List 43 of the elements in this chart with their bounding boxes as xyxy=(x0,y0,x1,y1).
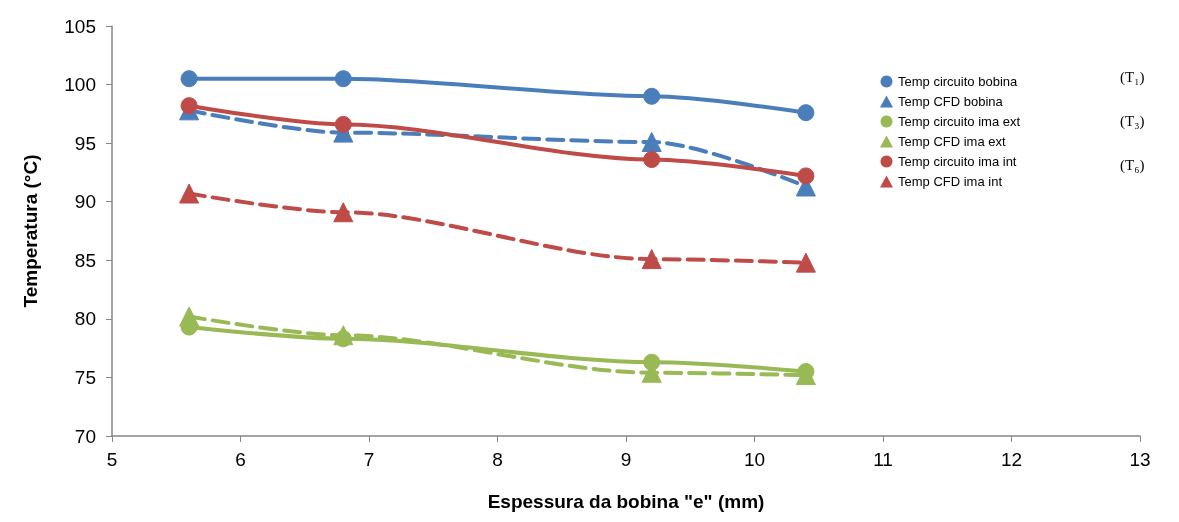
annotation: (T₁) xyxy=(1120,68,1145,86)
y-tick-label: 85 xyxy=(74,249,96,271)
legend-label: Temp circuito ima int xyxy=(898,154,1017,169)
y-tick-label: 105 xyxy=(64,15,96,37)
point xyxy=(180,97,198,115)
x-tick-label: 10 xyxy=(743,449,766,470)
point xyxy=(179,183,200,204)
x-tick-label: 5 xyxy=(106,449,118,470)
y-tick-label: 70 xyxy=(74,425,96,447)
x-tick-label: 12 xyxy=(1000,449,1023,470)
point xyxy=(179,306,200,327)
x-tick-label: 8 xyxy=(492,449,503,470)
legend-label: Temp CFD ima ext xyxy=(898,134,1007,149)
point xyxy=(641,131,662,152)
legend-label: Temp circuito bobina xyxy=(898,74,1018,89)
y-axis-title: Temperatura (°C) xyxy=(20,154,41,308)
point xyxy=(334,70,352,88)
legend-label: Temp circuito ima ext xyxy=(898,114,1021,129)
point xyxy=(643,87,661,105)
legend-label: Temp CFD bobina xyxy=(898,94,1004,109)
point xyxy=(795,252,816,273)
y-tick-label: 100 xyxy=(64,74,96,96)
y-tick-label: 95 xyxy=(74,132,96,154)
y-tick-label: 90 xyxy=(74,191,96,213)
point xyxy=(180,70,198,88)
point xyxy=(334,115,352,133)
legend-label: Temp CFD ima int xyxy=(898,174,1003,189)
y-tick-label: 75 xyxy=(74,366,96,388)
x-tick-label: 6 xyxy=(235,449,246,470)
point xyxy=(643,151,661,169)
x-tick-label: 7 xyxy=(363,449,375,470)
point xyxy=(797,167,815,185)
point xyxy=(797,104,815,122)
annotation: (T₃) xyxy=(1120,112,1145,130)
x-tick-label: 11 xyxy=(873,449,893,470)
point xyxy=(333,325,354,346)
x-axis-title: Espessura da bobina "e" (mm) xyxy=(487,491,765,512)
annotation: (T₆) xyxy=(1120,156,1145,174)
point xyxy=(641,249,662,270)
y-tick-label: 80 xyxy=(74,308,96,330)
point xyxy=(333,202,354,223)
x-tick-label: 13 xyxy=(1129,449,1151,470)
x-tick-label: 9 xyxy=(620,449,632,470)
